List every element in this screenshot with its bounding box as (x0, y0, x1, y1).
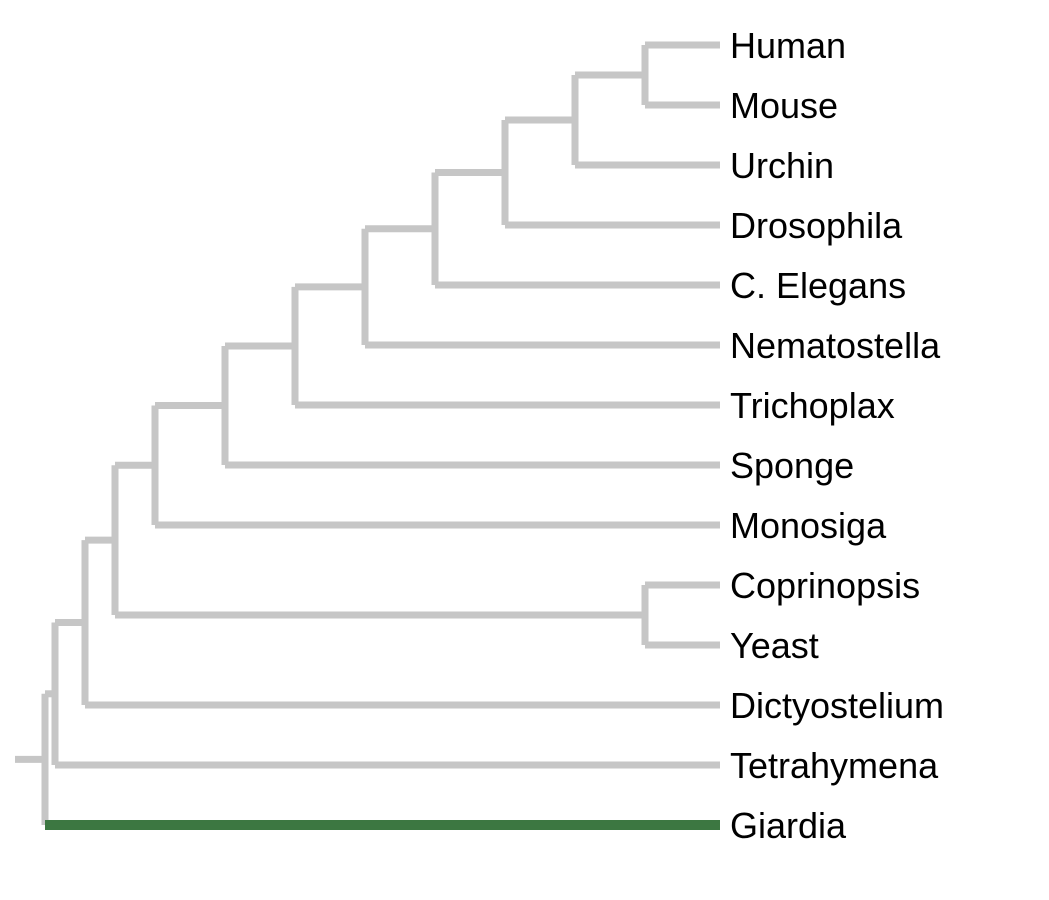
leaf-label: Giardia (730, 805, 846, 847)
leaf-label: Monosiga (730, 505, 886, 547)
leaf-label: Coprinopsis (730, 565, 920, 607)
leaf-label: Trichoplax (730, 385, 895, 427)
leaf-label: Tetrahymena (730, 745, 938, 787)
leaf-label: Sponge (730, 445, 854, 487)
leaf-label: Human (730, 25, 846, 67)
leaf-label: Drosophila (730, 205, 902, 247)
leaf-label: Mouse (730, 85, 838, 127)
leaf-label: Dictyostelium (730, 685, 944, 727)
leaf-label: Yeast (730, 625, 819, 667)
leaf-label: Nematostella (730, 325, 940, 367)
leaf-label: C. Elegans (730, 265, 906, 307)
leaf-label: Urchin (730, 145, 834, 187)
